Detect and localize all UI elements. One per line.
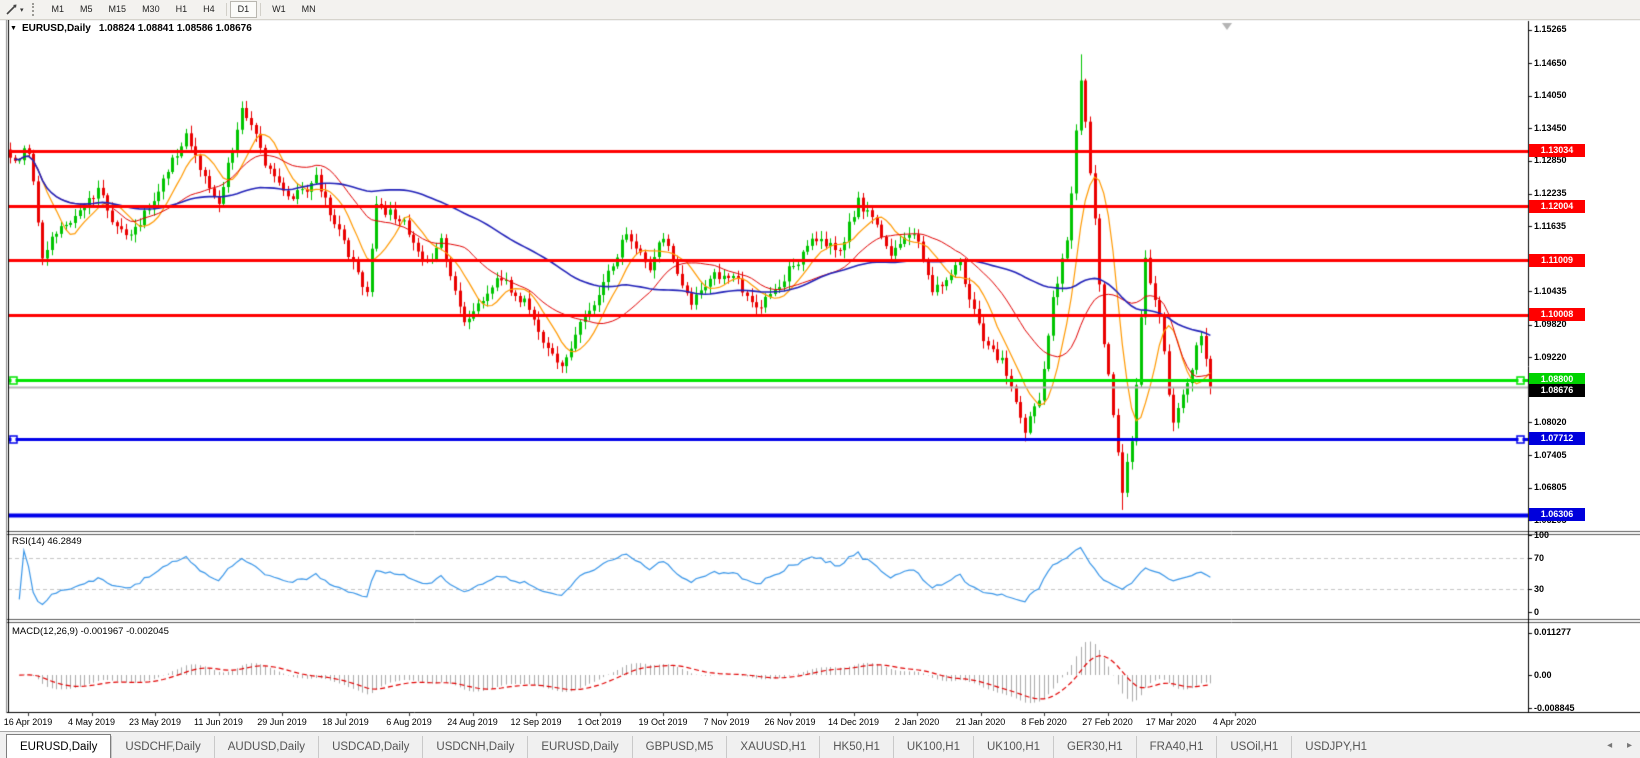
date-label: 4 May 2019 — [67, 717, 116, 727]
chart-title: ▼ EURUSD,Daily 1.08824 1.08841 1.08586 1.0… — [10, 23, 252, 34]
macd-name: MACD(12,26,9) — [12, 626, 78, 637]
collapse-triangle-icon[interactable]: ▼ — [10, 25, 17, 32]
macd-values: -0.001967 -0.002045 — [80, 626, 169, 637]
chart-tabs: EURUSD,Daily USDCHF,Daily AUDUSD,Daily USDC… — [6, 732, 1380, 758]
chart-tab-eurusd[interactable]: EURUSD,Daily — [527, 736, 631, 758]
chart-tab-ger30[interactable]: GER30,H1 — [1053, 736, 1136, 758]
date-label: 27 Feb 2020 — [1082, 717, 1133, 727]
timeframe-toolbar: ▾ M1 M5 M15 M30 H1 H4 D1 W1 MN — [0, 0, 1640, 20]
chart-tab-eurusd[interactable]: EURUSD,Daily — [6, 734, 112, 758]
date-label: 16 Apr 2019 — [3, 717, 53, 727]
rsi-name: RSI(14) — [12, 536, 45, 547]
timeframe-button-m30[interactable]: M30 — [142, 4, 160, 14]
timeframe-button-m1[interactable]: M1 — [51, 4, 65, 14]
timeframe-button-m15[interactable]: M15 — [108, 4, 127, 14]
chart-tab-xauusd[interactable]: XAUUSD,H1 — [726, 736, 819, 758]
date-label: 2 Jan 2020 — [894, 717, 940, 727]
chart-tab-audusd[interactable]: AUDUSD,Daily — [213, 736, 318, 758]
chart-tab-usdcnh[interactable]: USDCNH,Daily — [422, 736, 527, 758]
date-label: 6 Aug 2019 — [386, 717, 432, 727]
date-label: 8 Feb 2020 — [1021, 717, 1067, 727]
macd-indicator-label: MACD(12,26,9) -0.001967 -0.002045 — [12, 626, 169, 637]
date-label: 11 Jun 2019 — [194, 717, 243, 727]
tabs-scroll-left-icon[interactable]: ◂ — [1607, 740, 1613, 751]
date-label: 23 May 2019 — [128, 717, 182, 727]
chart-tab-bar: EURUSD,Daily USDCHF,Daily AUDUSD,Daily USDC… — [0, 731, 1640, 758]
rsi-indicator-label: RSI(14) 46.2849 — [12, 536, 82, 547]
chart-symbol: EURUSD,Daily — [21, 23, 91, 34]
chart-tab-uk100[interactable]: UK100,H1 — [892, 736, 973, 758]
timeframe-button-h4[interactable]: H4 — [203, 4, 215, 14]
date-label: 1 Oct 2019 — [577, 717, 622, 727]
draw-tool-icon[interactable] — [3, 2, 19, 17]
toolbar-grip[interactable] — [31, 3, 39, 16]
chart-tab-gbpusd[interactable]: GBPUSD,M5 — [631, 736, 727, 758]
date-label: 7 Nov 2019 — [703, 717, 750, 727]
chart-tab-usdchf[interactable]: USDCHF,Daily — [111, 736, 213, 758]
toolbar-separator — [260, 3, 262, 16]
chart-tab-usdjpy[interactable]: USDJPY,H1 — [1291, 736, 1380, 758]
timeframe-button-mn[interactable]: MN — [301, 4, 316, 14]
date-label: 26 Nov 2019 — [764, 717, 816, 727]
date-label: 17 Mar 2020 — [1145, 717, 1197, 727]
timeframe-buttons: M1 M5 M15 M30 H1 H4 D1 W1 MN — [44, 1, 324, 18]
date-label: 24 Aug 2019 — [447, 717, 498, 727]
chart-tab-usdcad[interactable]: USDCAD,Daily — [318, 736, 422, 758]
rsi-value: 46.2849 — [47, 536, 82, 547]
chart-tab-hk50[interactable]: HK50,H1 — [819, 736, 893, 758]
timeframe-button-m5[interactable]: M5 — [80, 4, 93, 14]
date-label: 21 Jan 2020 — [955, 717, 1006, 727]
date-label: 19 Oct 2019 — [638, 717, 688, 727]
chart-tab-fra40[interactable]: FRA40,H1 — [1135, 736, 1217, 758]
timeframe-button-d1[interactable]: D1 — [229, 1, 258, 18]
chart-ohlc-values: 1.08824 1.08841 1.08586 1.08676 — [98, 23, 252, 34]
date-label: 12 Sep 2019 — [510, 717, 562, 727]
date-label: 14 Dec 2019 — [827, 717, 880, 727]
tool-dropdown-caret-icon[interactable]: ▾ — [20, 6, 24, 14]
tabs-scroll-right-icon[interactable]: ▸ — [1626, 740, 1632, 751]
tab-scroll-arrows: ◂ ▸ — [1595, 740, 1632, 751]
chart-tab-uk100[interactable]: UK100,H1 — [972, 736, 1053, 758]
timeframe-button-w1[interactable]: W1 — [272, 4, 286, 14]
date-label: 29 Jun 2019 — [257, 717, 307, 727]
timeframe-button-h1[interactable]: H1 — [175, 4, 188, 14]
toolbar-separator — [225, 3, 227, 16]
date-label: 4 Apr 2020 — [1212, 717, 1257, 727]
date-axis: 16 Apr 2019 4 May 2019 23 May 2019 11 Jun 2… — [0, 715, 1528, 730]
chart-tab-usoil[interactable]: USOil,H1 — [1216, 736, 1291, 758]
date-label: 18 Jul 2019 — [322, 717, 369, 727]
